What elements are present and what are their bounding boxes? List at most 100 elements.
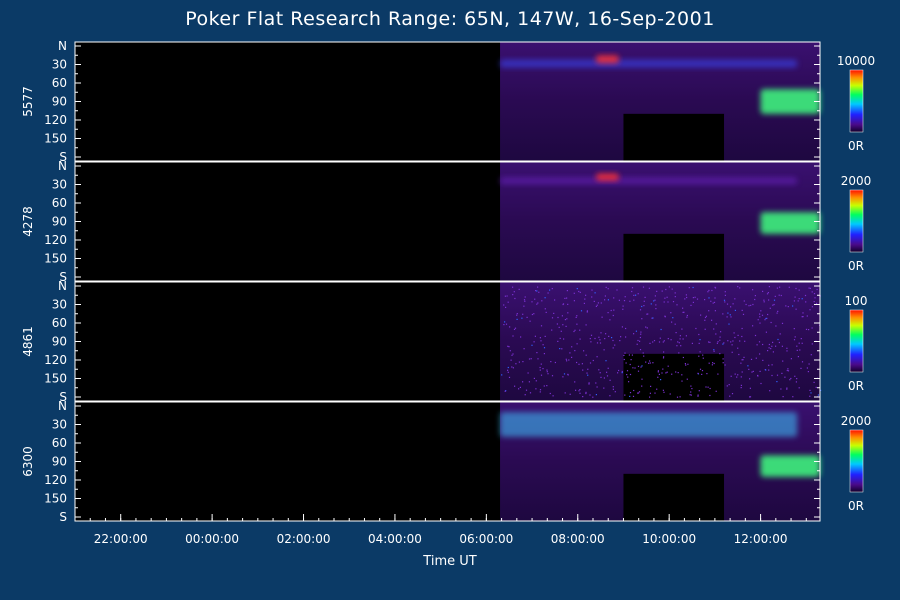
noise-pixel	[523, 305, 525, 307]
noise-pixel	[652, 317, 654, 319]
noise-pixel	[672, 301, 675, 303]
noise-pixel	[589, 394, 591, 396]
noise-pixel	[501, 374, 503, 376]
noise-pixel	[717, 373, 719, 375]
noise-pixel	[798, 387, 800, 389]
noise-pixel	[631, 354, 633, 356]
noise-pixel	[670, 312, 672, 314]
noise-pixel	[713, 301, 716, 303]
y-tick-label: 150	[44, 132, 67, 146]
noise-pixel	[531, 313, 533, 316]
noise-pixel	[573, 292, 575, 294]
noise-pixel	[603, 387, 605, 389]
noise-pixel	[649, 362, 651, 364]
noise-pixel	[692, 286, 694, 289]
noise-pixel	[529, 392, 532, 394]
panel-label: 4861	[21, 326, 35, 357]
noise-pixel	[740, 376, 742, 378]
noise-pixel	[677, 341, 679, 343]
noise-pixel	[547, 292, 549, 294]
noise-pixel	[544, 335, 546, 337]
noise-pixel	[607, 288, 609, 290]
noise-pixel	[777, 310, 779, 312]
noise-pixel	[629, 300, 631, 302]
noise-pixel	[549, 392, 551, 395]
y-tick-label: 60	[52, 196, 67, 210]
noise-pixel	[730, 341, 732, 343]
noise-pixel	[563, 338, 565, 340]
noise-pixel	[621, 370, 623, 373]
noise-pixel	[514, 385, 516, 387]
noise-pixel	[644, 296, 646, 298]
noise-pixel	[678, 352, 680, 354]
noise-pixel	[805, 328, 808, 330]
noise-pixel	[801, 298, 803, 300]
noise-pixel	[636, 343, 638, 345]
noise-pixel	[749, 387, 751, 389]
colorbar-min-label: 0R	[848, 259, 864, 273]
noise-pixel	[609, 319, 611, 321]
noise-pixel	[509, 350, 511, 352]
noise-pixel	[588, 383, 590, 385]
noise-pixel	[608, 335, 610, 337]
noise-pixel	[698, 390, 700, 392]
colorbar-max-label: 10000	[837, 54, 875, 68]
noise-pixel	[694, 296, 696, 298]
noise-pixel	[600, 332, 602, 334]
noise-pixel	[772, 351, 774, 353]
noise-pixel	[515, 363, 517, 365]
noise-pixel	[713, 362, 715, 365]
noise-pixel	[777, 338, 779, 341]
noise-pixel	[776, 287, 778, 289]
noise-pixel	[579, 389, 581, 391]
noise-pixel	[748, 305, 750, 307]
noise-pixel	[762, 359, 764, 361]
noise-pixel	[585, 294, 587, 296]
noise-pixel	[631, 287, 634, 289]
noise-pixel	[637, 339, 639, 342]
noise-pixel	[781, 372, 783, 374]
noise-pixel	[797, 356, 799, 358]
noise-pixel	[585, 324, 587, 326]
noise-pixel	[729, 314, 731, 316]
noise-pixel	[699, 351, 701, 353]
noise-pixel	[774, 295, 776, 297]
noise-pixel	[712, 362, 714, 364]
noise-pixel	[503, 304, 505, 306]
noise-pixel	[656, 290, 658, 292]
noise-pixel	[800, 367, 802, 369]
noise-pixel	[786, 347, 788, 349]
noise-pixel	[558, 326, 560, 328]
noise-pixel	[641, 385, 643, 387]
noise-pixel	[690, 391, 692, 393]
noise-pixel	[712, 302, 714, 304]
noise-pixel	[519, 386, 521, 388]
noise-pixel	[545, 311, 547, 313]
noise-pixel	[684, 363, 686, 365]
noise-pixel	[604, 295, 606, 297]
y-tick-label: S	[59, 150, 67, 164]
noise-pixel	[796, 378, 798, 380]
noise-pixel	[566, 318, 568, 320]
noise-pixel	[640, 366, 642, 368]
noise-pixel	[664, 297, 666, 299]
noise-pixel	[719, 353, 721, 355]
noise-pixel	[598, 336, 600, 338]
data-gap	[623, 233, 725, 281]
y-tick-label: S	[59, 270, 67, 284]
noise-pixel	[562, 303, 564, 306]
noise-pixel	[646, 313, 648, 315]
noise-pixel	[785, 305, 787, 307]
noise-pixel	[580, 310, 583, 312]
noise-pixel	[549, 289, 551, 291]
noise-pixel	[686, 296, 688, 299]
noise-pixel	[675, 332, 677, 334]
noise-pixel	[676, 345, 678, 347]
noise-pixel	[540, 340, 542, 342]
noise-pixel	[624, 394, 626, 396]
noise-pixel	[759, 322, 761, 324]
noise-pixel	[722, 343, 724, 345]
noise-pixel	[520, 336, 522, 338]
x-tick-label: 12:00:00	[734, 532, 788, 546]
noise-pixel	[798, 342, 800, 344]
